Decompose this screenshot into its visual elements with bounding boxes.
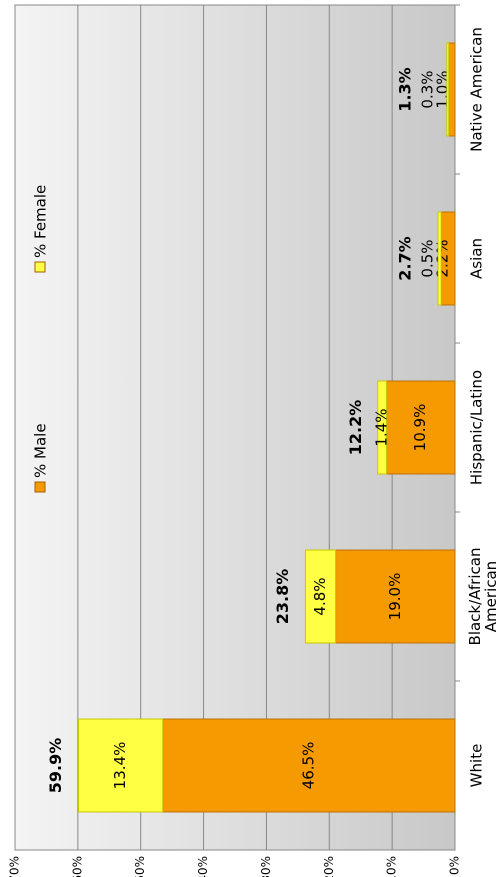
legend-label: % Male	[32, 423, 50, 478]
y-tick-label: 20%	[322, 856, 336, 877]
bar-segment	[437, 211, 442, 306]
x-tick-label: Hispanic/Latino	[468, 370, 486, 485]
data-label: 0.5%	[419, 239, 437, 277]
data-label: 1.4%	[373, 408, 391, 446]
data-label: 46.5%	[299, 742, 317, 790]
legend-swatch	[34, 261, 46, 273]
total-label: 23.8%	[273, 569, 292, 625]
total-label: 1.3%	[396, 67, 415, 111]
data-label: 4.8%	[311, 577, 329, 615]
x-tick-label: Asian	[468, 238, 486, 279]
x-tick-label: Native American	[468, 27, 486, 152]
rotated-chart: 0% 10% 20% 30% 40% 50% 60% 70% % Male % Female Whi…	[8, 4, 500, 877]
bar-segment	[77, 718, 164, 813]
y-tick-label: 70%	[8, 856, 22, 877]
legend-label: % Female	[32, 185, 50, 258]
y-tick-label: 60%	[70, 856, 84, 877]
bar-segment	[304, 549, 337, 644]
data-label: 0.3%	[419, 70, 437, 108]
data-label: 10.9%	[411, 404, 429, 452]
total-label: 59.9%	[46, 738, 65, 794]
data-label: 19.0%	[386, 573, 404, 621]
total-label: 12.2%	[346, 400, 365, 456]
y-tick-label: 40%	[196, 856, 210, 877]
bar-segment	[446, 42, 450, 137]
total-label: 2.7%	[396, 236, 415, 280]
x-tick-label: White	[468, 744, 486, 788]
y-tick-label: 0%	[448, 856, 462, 875]
legend-swatch	[34, 481, 46, 493]
y-tick-label: 50%	[133, 856, 147, 877]
bar-segment	[377, 380, 387, 475]
x-tick-label: Black/AfricanAmerican	[466, 548, 500, 646]
y-tick-label: 10%	[385, 856, 399, 877]
data-label: 13.4%	[111, 742, 129, 790]
y-tick-label: 30%	[259, 856, 273, 877]
